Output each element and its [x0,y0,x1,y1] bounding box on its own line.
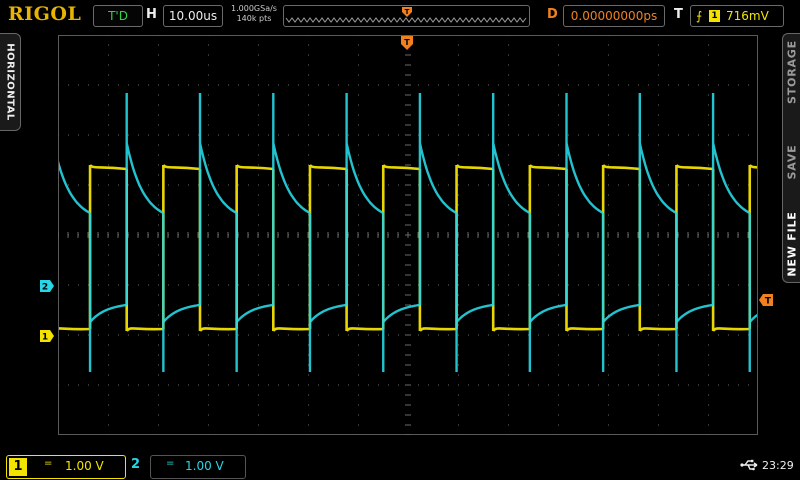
storage-menu-tab[interactable]: STORAGE SAVE NEW FILE [782,33,800,283]
ch1-settings[interactable]: 1 = 1.00 V [6,455,126,479]
trigger-status-badge: T'D [93,5,143,27]
trigger-position-marker-top [402,7,412,17]
memory-waveform-preview: T [285,7,527,23]
acquisition-info: 1.000GSa/s 140k pts [230,4,278,24]
ch1-scale: 1.00 V [65,459,104,473]
storage-tab-label: STORAGE [785,40,799,104]
memory-depth: 140k pts [236,14,272,23]
ch1-number: 1 [9,458,27,476]
ch1-offset-marker[interactable]: 1 [39,329,55,343]
delay-label: D [547,7,558,22]
horizontal-menu-tab[interactable]: HORIZONTAL [0,33,21,131]
ch2-dc-coupling-icon: = [166,458,175,469]
trigger-level: 716mV [726,9,769,23]
ch2-offset-marker[interactable]: 2 [39,279,55,293]
horizontal-tab-label: HORIZONTAL [4,43,16,121]
graticule [58,35,758,435]
ch2-waveform [59,93,757,372]
delay-value[interactable]: 0.00000000ps [563,5,665,27]
new-file-tab-label[interactable]: NEW FILE [785,211,799,277]
ch2-trace-upper [59,142,751,305]
ch2-scale: 1.00 V [185,459,224,473]
timebase-value[interactable]: 10.00us [163,5,223,27]
rigol-logo: RIGOL [8,3,82,25]
ch2-number[interactable]: 2 [131,457,141,472]
ch1-dc-coupling-icon: = [44,458,53,469]
channel-bar [0,452,800,480]
ch2-settings[interactable]: = 1.00 V [150,455,246,479]
memory-overview-strip[interactable]: T [283,5,530,27]
trigger-label: T [674,7,683,22]
svg-text:T: T [405,8,410,16]
trigger-position-marker[interactable]: T [400,35,414,53]
svg-text:T: T [765,297,772,307]
sample-rate: 1.000GSa/s [231,4,277,13]
trigger-level-marker[interactable]: T [758,293,774,307]
horizontal-label: H [146,7,157,22]
trigger-source-badge: 1 [709,10,720,22]
svg-text:1: 1 [42,333,48,343]
clock: 23:29 [762,459,794,472]
save-tab-label[interactable]: SAVE [785,144,799,180]
ch2-trace-lower [88,93,757,372]
usb-icon [740,458,760,476]
svg-text:T: T [404,38,410,47]
svg-text:2: 2 [42,283,48,293]
rising-edge-icon: ⨍ [696,9,703,23]
waveform-display[interactable] [58,35,758,435]
trigger-settings[interactable]: ⨍ 1 716mV [690,5,784,27]
